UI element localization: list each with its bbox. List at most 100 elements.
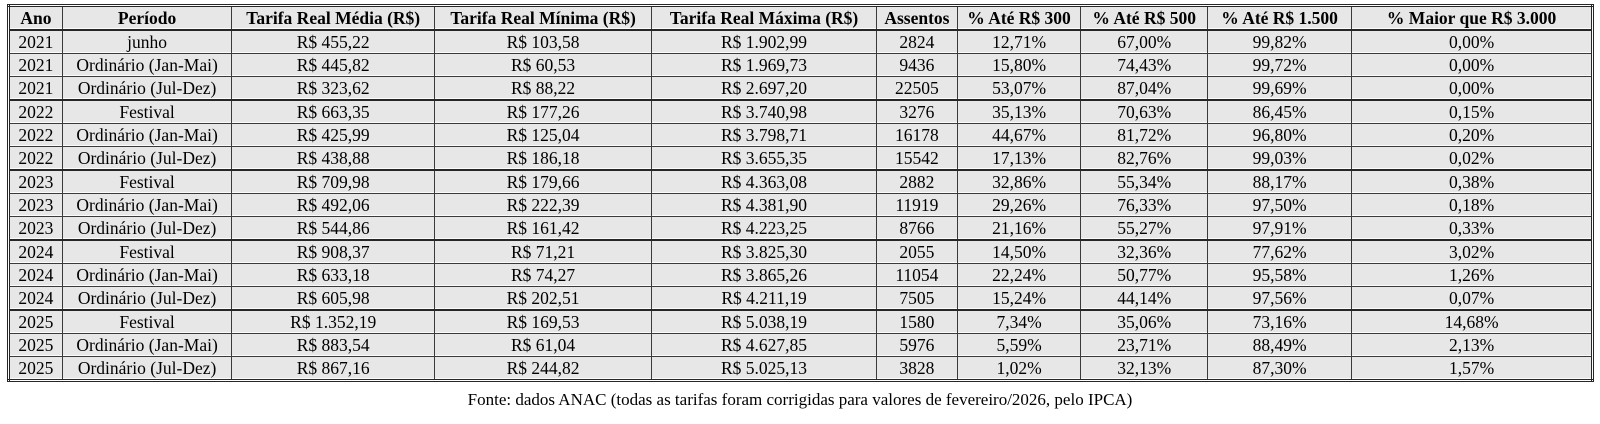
table-cell: 35,06%: [1080, 309, 1209, 334]
table-cell: 87,30%: [1207, 356, 1353, 381]
table-cell: 2025: [8, 309, 63, 334]
column-header: Tarifa Real Média (R$): [231, 5, 436, 31]
table-cell: R$ 161,42: [434, 216, 653, 241]
table-cell: 2023: [8, 169, 63, 194]
table-cell: R$ 3.798,71: [651, 123, 877, 147]
table-cell: R$ 323,62: [231, 76, 436, 101]
table-cell: 53,07%: [956, 76, 1082, 101]
table-cell: 81,72%: [1080, 123, 1209, 147]
table-cell: 0,00%: [1351, 29, 1593, 54]
column-header: Período: [61, 5, 233, 31]
table-cell: 3,02%: [1351, 239, 1593, 264]
table-cell: 0,00%: [1351, 53, 1593, 77]
table-cell: R$ 169,53: [434, 309, 653, 334]
table-cell: 2025: [8, 356, 63, 381]
table-row: 2023 Festival R$ 709,98 R$ 179,66 R$ 4.363,0…: [8, 169, 1593, 194]
table-cell: 1580: [876, 309, 958, 334]
table-row: 2022 Festival R$ 663,35 R$ 177,26 R$ 3.740,9…: [8, 99, 1593, 124]
table-cell: R$ 74,27: [434, 263, 653, 287]
table-cell: R$ 60,53: [434, 53, 653, 77]
table-cell: 50,77%: [1080, 263, 1209, 287]
table-cell: R$ 663,35: [231, 99, 436, 124]
table-cell: Festival: [61, 99, 233, 124]
table-cell: 95,58%: [1207, 263, 1353, 287]
table-row: 2022 Ordinário (Jan-Mai) R$ 425,99 R$ 125,0…: [8, 123, 1593, 147]
table-cell: Ordinário (Jan-Mai): [61, 53, 233, 77]
table-cell: 70,63%: [1080, 99, 1209, 124]
table-cell: 1,26%: [1351, 263, 1593, 287]
table-cell: R$ 222,39: [434, 193, 653, 217]
table-cell: 77,62%: [1207, 239, 1353, 264]
table-cell: 2882: [876, 169, 958, 194]
table-cell: 86,45%: [1207, 99, 1353, 124]
table-cell: R$ 709,98: [231, 169, 436, 194]
table-cell: 0,02%: [1351, 146, 1593, 171]
table-cell: R$ 3.740,98: [651, 99, 877, 124]
table-cell: R$ 4.211,19: [651, 286, 877, 311]
table-cell: 55,34%: [1080, 169, 1209, 194]
column-header: % Até R$ 1.500: [1207, 5, 1353, 31]
table-cell: 7505: [876, 286, 958, 311]
table-cell: 2022: [8, 99, 63, 124]
table-cell: 2025: [8, 333, 63, 357]
table-cell: Festival: [61, 169, 233, 194]
table-cell: R$ 88,22: [434, 76, 653, 101]
table-cell: 2021: [8, 76, 63, 101]
table-cell: R$ 633,18: [231, 263, 436, 287]
table-row: 2021 Ordinário (Jul-Dez) R$ 323,62 R$ 88,22…: [8, 76, 1593, 101]
table-cell: 2024: [8, 239, 63, 264]
table-cell: R$ 1.969,73: [651, 53, 877, 77]
table-cell: 99,69%: [1207, 76, 1353, 101]
column-header: Tarifa Real Máxima (R$): [651, 5, 877, 31]
table-cell: 97,91%: [1207, 216, 1353, 241]
table-cell: 29,26%: [956, 193, 1082, 217]
table-cell: 22,24%: [956, 263, 1082, 287]
table-cell: 22505: [876, 76, 958, 101]
table-cell: 67,00%: [1080, 29, 1209, 54]
table-cell: 3828: [876, 356, 958, 381]
table-cell: R$ 4.363,08: [651, 169, 877, 194]
table-cell: 99,82%: [1207, 29, 1353, 54]
table-cell: R$ 438,88: [231, 146, 436, 171]
table-cell: 88,17%: [1207, 169, 1353, 194]
table-cell: 5,59%: [956, 333, 1082, 357]
table-row: 2025 Ordinário (Jul-Dez) R$ 867,16 R$ 244,8…: [8, 356, 1593, 381]
table-cell: R$ 177,26: [434, 99, 653, 124]
table-cell: 12,71%: [956, 29, 1082, 54]
table-cell: R$ 883,54: [231, 333, 436, 357]
table-cell: R$ 61,04: [434, 333, 653, 357]
table-cell: Festival: [61, 309, 233, 334]
table-cell: Ordinário (Jul-Dez): [61, 216, 233, 241]
column-header: Assentos: [876, 5, 958, 31]
table-cell: 14,68%: [1351, 309, 1593, 334]
table-cell: 0,20%: [1351, 123, 1593, 147]
table-cell: Festival: [61, 239, 233, 264]
table-cell: Ordinário (Jul-Dez): [61, 76, 233, 101]
table-cell: 5976: [876, 333, 958, 357]
table-cell: 0,00%: [1351, 76, 1593, 101]
table-header: Ano Período Tarifa Real Média (R$) Tarifa R…: [8, 5, 1593, 31]
table-cell: Ordinário (Jan-Mai): [61, 123, 233, 147]
table-cell: 76,33%: [1080, 193, 1209, 217]
table-cell: 0,18%: [1351, 193, 1593, 217]
table-cell: Ordinário (Jan-Mai): [61, 263, 233, 287]
table-cell: 8766: [876, 216, 958, 241]
table-cell: 32,86%: [956, 169, 1082, 194]
table-cell: 14,50%: [956, 239, 1082, 264]
table-cell: 2021: [8, 53, 63, 77]
table-cell: R$ 492,06: [231, 193, 436, 217]
table-row: 2024 Ordinário (Jan-Mai) R$ 633,18 R$ 74,27…: [8, 263, 1593, 287]
column-header: % Até R$ 500: [1080, 5, 1209, 31]
table-cell: 32,36%: [1080, 239, 1209, 264]
table-cell: R$ 445,82: [231, 53, 436, 77]
table-row: 2022 Ordinário (Jul-Dez) R$ 438,88 R$ 186,1…: [8, 146, 1593, 171]
table-cell: R$ 3.865,26: [651, 263, 877, 287]
table-cell: R$ 4.381,90: [651, 193, 877, 217]
table-cell: R$ 908,37: [231, 239, 436, 264]
table-cell: 2023: [8, 193, 63, 217]
table-cell: 82,76%: [1080, 146, 1209, 171]
table-cell: 2024: [8, 286, 63, 311]
header-row: Ano Período Tarifa Real Média (R$) Tarifa R…: [8, 5, 1593, 31]
table-row: 2023 Ordinário (Jul-Dez) R$ 544,86 R$ 161,4…: [8, 216, 1593, 241]
